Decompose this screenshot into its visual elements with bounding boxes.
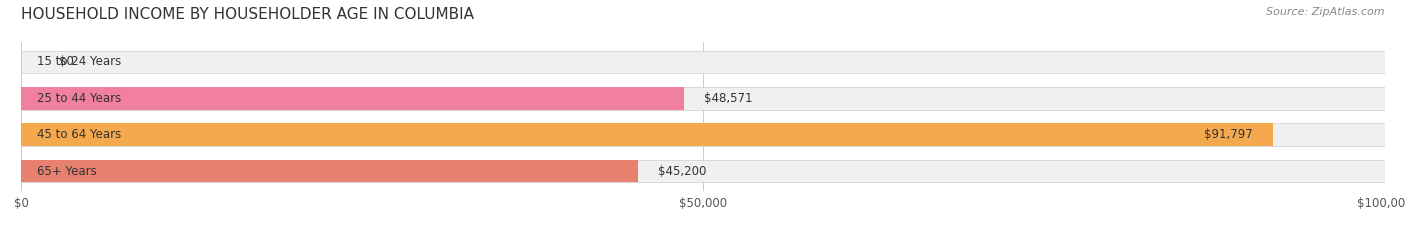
Bar — [21, 160, 1385, 182]
Text: Source: ZipAtlas.com: Source: ZipAtlas.com — [1267, 7, 1385, 17]
Text: 45 to 64 Years: 45 to 64 Years — [38, 128, 122, 141]
Bar — [21, 87, 683, 110]
Text: $48,571: $48,571 — [704, 92, 752, 105]
Text: 25 to 44 Years: 25 to 44 Years — [38, 92, 122, 105]
Bar — [21, 87, 1385, 110]
Bar — [21, 123, 1272, 146]
Text: $91,797: $91,797 — [1204, 128, 1253, 141]
Text: $45,200: $45,200 — [658, 164, 706, 178]
Bar — [21, 123, 1385, 146]
Bar — [21, 51, 1385, 73]
Bar — [21, 160, 637, 182]
Text: $0: $0 — [59, 55, 75, 69]
Text: HOUSEHOLD INCOME BY HOUSEHOLDER AGE IN COLUMBIA: HOUSEHOLD INCOME BY HOUSEHOLDER AGE IN C… — [21, 7, 474, 22]
Text: 15 to 24 Years: 15 to 24 Years — [38, 55, 122, 69]
Text: 65+ Years: 65+ Years — [38, 164, 97, 178]
